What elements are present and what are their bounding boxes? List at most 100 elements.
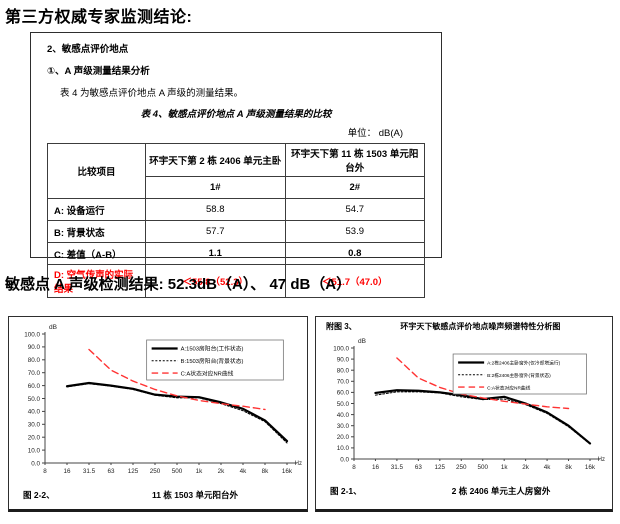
svg-text:1k: 1k xyxy=(196,468,204,475)
svg-text:40.0: 40.0 xyxy=(28,409,41,416)
svg-text:C:A状态对应NR曲线: C:A状态对应NR曲线 xyxy=(181,369,234,377)
svg-text:250: 250 xyxy=(456,464,467,471)
svg-text:80.0: 80.0 xyxy=(337,368,350,375)
svg-text:90.0: 90.0 xyxy=(337,356,350,363)
svg-text:Hz: Hz xyxy=(295,461,302,467)
comparison-table-body: 比较项目 环宇天下第 2 栋 2406 单元主卧 环宇天下第 11 栋 1503 单… xyxy=(46,143,425,298)
svg-text:A:2栋2406主卧窗外(仅冷却塔运行): A:2栋2406主卧窗外(仅冷却塔运行) xyxy=(487,360,561,367)
svg-text:60.0: 60.0 xyxy=(337,390,350,397)
svg-text:8: 8 xyxy=(352,464,356,471)
row-value: ＜55.8（52.3） xyxy=(145,264,286,298)
row-label: B: 背景状态 xyxy=(46,220,147,243)
svg-text:30.0: 30.0 xyxy=(28,422,41,429)
row-value: 57.7 xyxy=(145,220,286,243)
page-title: 第三方权威专家监测结论: xyxy=(5,9,193,26)
noise-spectrum-chart-left: 0.0 10.0 20.0 30.0 40.0 50.0 60.0 70.0 80.0 90.0 1… xyxy=(24,324,302,475)
svg-text:A:1503房阳台(工作状态): A:1503房阳台(工作状态) xyxy=(181,345,244,353)
figure-number-left: 图 2-2、 xyxy=(23,490,55,500)
svg-text:50.0: 50.0 xyxy=(337,401,350,408)
svg-text:80.0: 80.0 xyxy=(28,357,41,364)
svg-text:10.0: 10.0 xyxy=(337,445,350,452)
svg-text:4k: 4k xyxy=(544,464,552,471)
svg-text:20.0: 20.0 xyxy=(28,435,41,442)
section-heading: 2、敏感点评价地点 xyxy=(47,44,129,55)
chart-panel-left: 0.0 10.0 20.0 30.0 40.0 50.0 60.0 70.0 80.0 90.0 1… xyxy=(8,316,308,512)
row-label: C: 差值（A-B） xyxy=(46,242,147,265)
table-row: C: 差值（A-B） 1.1 0.8 xyxy=(46,242,425,265)
svg-text:125: 125 xyxy=(128,468,139,475)
svg-text:500: 500 xyxy=(172,468,183,475)
svg-text:30.0: 30.0 xyxy=(337,423,350,430)
svg-text:16k: 16k xyxy=(282,468,293,475)
svg-text:125: 125 xyxy=(435,464,446,471)
figure-title-right: 2 栋 2406 单元主人房窗外 xyxy=(451,486,551,496)
svg-text:70.0: 70.0 xyxy=(337,379,350,386)
row-value: 53.9 xyxy=(284,220,425,243)
row-label: A: 设备运行 xyxy=(46,198,147,221)
table-row: B: 背景状态 57.7 53.9 xyxy=(46,220,425,243)
svg-text:31.5: 31.5 xyxy=(83,468,96,475)
row-value: 54.7 xyxy=(284,198,425,221)
row-value: 1.1 xyxy=(145,242,286,265)
svg-text:8k: 8k xyxy=(262,468,270,475)
figure-title-left: 11 栋 1503 单元阳台外 xyxy=(152,490,238,500)
row-value: 0.8 xyxy=(284,242,425,265)
svg-text:50.0: 50.0 xyxy=(28,396,41,403)
table-point-id: 2# xyxy=(284,176,425,199)
svg-text:16: 16 xyxy=(63,468,71,475)
row-value: 58.8 xyxy=(145,198,286,221)
svg-text:B:2栋2406主卧窗外(背景状态): B:2栋2406主卧窗外(背景状态) xyxy=(487,372,551,379)
svg-text:10.0: 10.0 xyxy=(28,447,41,454)
noise-spectrum-chart-right: 0.0 10.0 20.0 30.0 40.0 50.0 60.0 70.0 80.0 90.0 1… xyxy=(333,338,605,471)
svg-text:40.0: 40.0 xyxy=(337,412,350,419)
table-row: A: 设备运行 58.8 54.7 xyxy=(46,198,425,221)
svg-text:100.0: 100.0 xyxy=(333,345,349,352)
table-location-header: 环宇天下第 2 栋 2406 单元主卧 xyxy=(145,143,286,177)
svg-text:31.5: 31.5 xyxy=(391,464,404,471)
svg-text:16: 16 xyxy=(372,464,380,471)
result-summary: 敏感点 A 声级检测结果: 52.3dB（A）、 47 dB（A） xyxy=(5,276,352,293)
svg-text:Hz: Hz xyxy=(598,457,605,463)
chart-caption-right: 图 2-1、 2 栋 2406 单元主人房窗外 xyxy=(316,483,612,497)
svg-text:250: 250 xyxy=(150,468,161,475)
svg-text:70.0: 70.0 xyxy=(28,370,41,377)
chart-caption-left: 图 2-2、 11 栋 1503 单元阳台外 xyxy=(9,487,307,501)
row-label: D: 空气传声的实际结果 xyxy=(46,264,147,298)
svg-text:B:1503房阳台(背景状态): B:1503房阳台(背景状态) xyxy=(181,357,244,365)
row-value: ＜51.7（47.0） xyxy=(284,264,425,298)
table-corner-header: 比较项目 xyxy=(46,143,147,199)
table-row: D: 空气传声的实际结果 ＜55.8（52.3） ＜51.7（47.0） xyxy=(46,264,425,298)
table-location-header: 环宇天下第 11 栋 1503 单元阳台外 xyxy=(284,143,425,177)
svg-text:dB: dB xyxy=(358,338,366,345)
table-point-id: 1# xyxy=(145,176,286,199)
figure-number-right: 图 2-1、 xyxy=(330,486,362,496)
svg-text:0.0: 0.0 xyxy=(340,456,349,463)
svg-text:2k: 2k xyxy=(218,468,226,475)
svg-text:100.0: 100.0 xyxy=(24,331,40,338)
svg-text:C:A状态对应NR曲线: C:A状态对应NR曲线 xyxy=(487,384,531,391)
svg-text:60.0: 60.0 xyxy=(28,383,41,390)
svg-text:8: 8 xyxy=(43,468,47,475)
svg-text:500: 500 xyxy=(477,464,488,471)
svg-text:20.0: 20.0 xyxy=(337,434,350,441)
svg-text:1k: 1k xyxy=(501,464,509,471)
attachment-figure-label: 附图 3、 xyxy=(326,322,357,331)
svg-text:63: 63 xyxy=(415,464,423,471)
table-caption: 表 4、敏感点评价地点 A 声级测量结果的比较 xyxy=(140,109,332,120)
chart-title-right: 环宇天下敏感点评价地点噪声频谱特性分析图 xyxy=(400,322,561,331)
svg-text:4k: 4k xyxy=(240,468,248,475)
svg-text:8k: 8k xyxy=(565,464,573,471)
subsection-heading: ①、A 声级测量结果分析 xyxy=(47,66,150,77)
svg-text:0.0: 0.0 xyxy=(31,460,40,467)
chart-panel-right: 附图 3、 环宇天下敏感点评价地点噪声频谱特性分析图 0.0 10.0 20.0 30… xyxy=(315,316,613,512)
intro-paragraph: 表 4 为敏感点评价地点 A 声级的测量结果。 xyxy=(60,88,244,99)
svg-text:63: 63 xyxy=(107,468,115,475)
svg-text:16k: 16k xyxy=(585,464,596,471)
svg-text:90.0: 90.0 xyxy=(28,344,41,351)
svg-text:2k: 2k xyxy=(522,464,530,471)
chart-header-right: 附图 3、 环宇天下敏感点评价地点噪声频谱特性分析图 xyxy=(316,317,612,333)
comparison-table: 比较项目 环宇天下第 2 栋 2406 单元主卧 环宇天下第 11 栋 1503 单… xyxy=(46,143,425,298)
svg-text:dB: dB xyxy=(49,324,57,331)
report-excerpt-box: 2、敏感点评价地点 ①、A 声级测量结果分析 表 4 为敏感点评价地点 A 声级… xyxy=(30,32,442,298)
unit-label: 单位： dB(A) xyxy=(347,128,403,139)
